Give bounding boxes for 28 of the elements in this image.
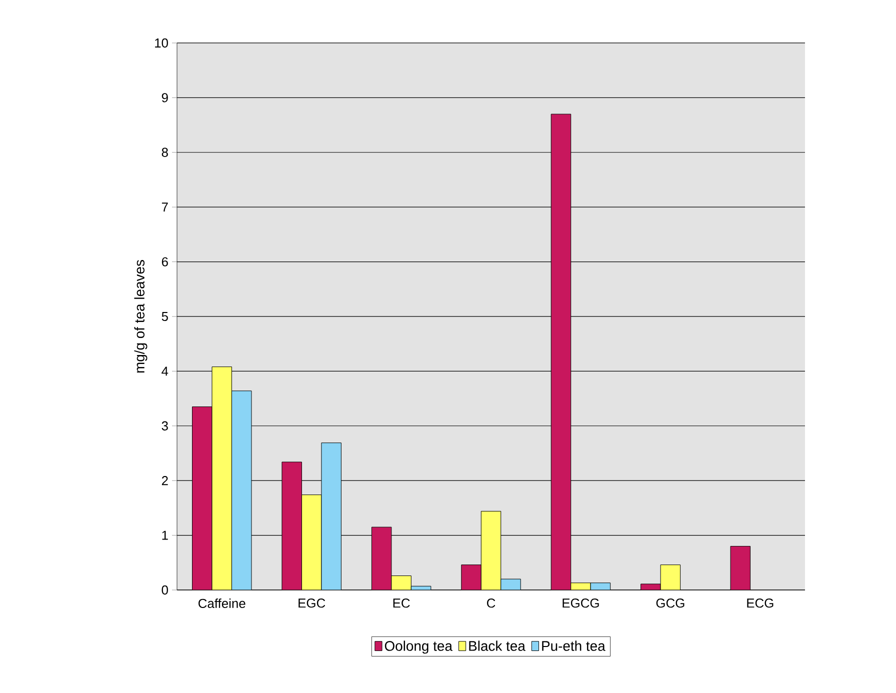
bar — [192, 406, 212, 590]
x-tick-label: EGCG — [562, 598, 599, 608]
x-tick-label: EGC — [298, 598, 326, 608]
bar — [461, 564, 482, 590]
bar — [282, 462, 302, 590]
y-tick-label: 3 — [162, 421, 168, 430]
y-tick-label: 9 — [162, 93, 168, 102]
legend-label: Black tea — [469, 640, 526, 651]
y-tick-label: 7 — [162, 202, 168, 212]
y-tick-label: 8 — [162, 148, 168, 157]
y-axis-title: mg/g of tea leaves — [134, 260, 148, 373]
legend-label: Pu-eth tea — [542, 640, 606, 651]
y-tick-label: 0 — [162, 585, 168, 595]
y-tick-label: 10 — [155, 38, 168, 48]
bar — [730, 546, 751, 590]
x-tick-label: ECG — [747, 598, 774, 608]
y-tick-label: 2 — [162, 476, 168, 486]
bar — [371, 526, 392, 590]
y-tick-label: 1 — [162, 530, 168, 540]
bar — [550, 114, 572, 590]
legend-label: Oolong tea — [384, 640, 452, 654]
y-tick-label: 6 — [162, 257, 168, 266]
y-tick-label: 5 — [162, 312, 168, 321]
x-tick-label: C — [486, 598, 496, 608]
x-tick-label: EC — [393, 598, 410, 608]
x-tick-label: Caffeine — [198, 598, 246, 608]
x-tick-label: GCG — [656, 598, 684, 608]
y-tick-label: 4 — [162, 366, 168, 376]
